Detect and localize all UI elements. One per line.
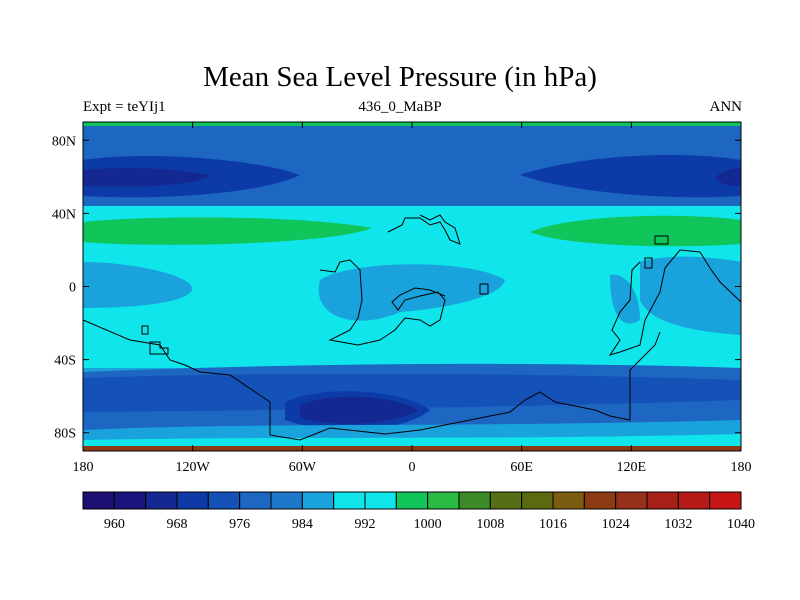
band-south-2b bbox=[83, 373, 741, 412]
colorbar-swatch bbox=[521, 491, 554, 510]
equatorial-low-east-lobe bbox=[610, 274, 640, 324]
coastline-island-e bbox=[479, 283, 489, 295]
colorbar-label: 1024 bbox=[602, 517, 630, 532]
x-tick-label: 120E bbox=[617, 460, 647, 475]
season-label: ANN bbox=[709, 99, 743, 115]
colorbar-swatch bbox=[207, 491, 241, 510]
coastline-island-c bbox=[654, 235, 669, 245]
colorbar-swatch bbox=[583, 491, 617, 510]
coastline-western-continent bbox=[83, 319, 661, 441]
y-tick-label: 0 bbox=[69, 281, 76, 296]
colorbar-swatch bbox=[489, 491, 523, 510]
colorbar-swatch bbox=[458, 491, 491, 510]
colorbar-swatch bbox=[270, 491, 303, 510]
colorbar-swatch bbox=[301, 491, 335, 510]
axis-ticks: 180 120W 60W 0 60E 120E 180 80N 40N 0 40S 80S bbox=[52, 122, 752, 475]
coastline-layer bbox=[83, 214, 741, 441]
colorbar-swatch bbox=[145, 491, 178, 510]
colorbar-label: 968 bbox=[167, 517, 188, 532]
colorbar-label: 1016 bbox=[539, 517, 567, 532]
colorbar-swatch bbox=[239, 491, 272, 510]
colorbar-swatch bbox=[552, 491, 585, 510]
colorbar-swatch bbox=[333, 491, 366, 510]
colorbar-swatch bbox=[82, 491, 115, 510]
colorbar-label: 1032 bbox=[664, 517, 692, 532]
colorbar-label: 1000 bbox=[414, 517, 442, 532]
high-north-west bbox=[83, 217, 372, 245]
low-north-east-core bbox=[715, 168, 741, 186]
colorbar-swatch bbox=[364, 491, 397, 510]
colorbar-label: 976 bbox=[229, 517, 250, 532]
low-south-inner bbox=[300, 396, 418, 424]
x-tick-label: 180 bbox=[731, 460, 752, 475]
x-tick-label: 120W bbox=[176, 460, 211, 475]
colorbar-label: 1008 bbox=[476, 517, 504, 532]
colorbar-label: 960 bbox=[104, 517, 125, 532]
y-tick-label: 40S bbox=[54, 354, 76, 369]
colorbar-label: 984 bbox=[292, 517, 313, 532]
map-title: Mean Sea Level Pressure (in hPa) bbox=[203, 61, 597, 93]
x-tick-label: 180 bbox=[73, 460, 94, 475]
equatorial-low-center bbox=[318, 264, 505, 321]
equatorial-low-west bbox=[83, 262, 193, 308]
coastline-island-d bbox=[644, 257, 653, 269]
colorbar-swatch bbox=[395, 491, 429, 510]
contour-fill-layer bbox=[83, 122, 741, 451]
experiment-label: Expt = teYIj1 bbox=[83, 99, 166, 115]
low-north-east bbox=[520, 155, 741, 198]
coastline-northern-continent bbox=[387, 214, 461, 245]
colorbar-swatch bbox=[615, 491, 648, 510]
coastline-eastern-continent bbox=[608, 249, 741, 356]
colorbar-label: 992 bbox=[355, 517, 376, 532]
colorbar-swatch bbox=[113, 491, 147, 510]
y-tick-label: 80N bbox=[52, 134, 76, 149]
period-label: 436_0_MaBP bbox=[358, 99, 442, 115]
colorbar: 960 968 976 984 992 1000 1008 1016 1024 1032 1040 bbox=[82, 491, 755, 532]
colorbar-swatch bbox=[677, 491, 711, 510]
colorbar-swatch bbox=[646, 491, 679, 510]
coastline-island-a bbox=[141, 325, 149, 335]
coastline-island-b bbox=[149, 341, 169, 355]
colorbar-swatch bbox=[709, 491, 742, 510]
y-tick-label: 80S bbox=[54, 427, 76, 442]
low-north-west-core bbox=[83, 167, 210, 187]
x-tick-label: 60E bbox=[510, 460, 533, 475]
x-tick-label: 0 bbox=[409, 460, 416, 475]
y-tick-label: 40N bbox=[52, 207, 76, 222]
x-tick-label: 60W bbox=[289, 460, 317, 475]
colorbar-swatch bbox=[176, 491, 209, 510]
coastline-central-continent bbox=[319, 259, 446, 346]
colorbar-label: 1040 bbox=[727, 517, 755, 532]
high-north-east bbox=[530, 215, 741, 247]
colorbar-swatch bbox=[427, 491, 460, 510]
